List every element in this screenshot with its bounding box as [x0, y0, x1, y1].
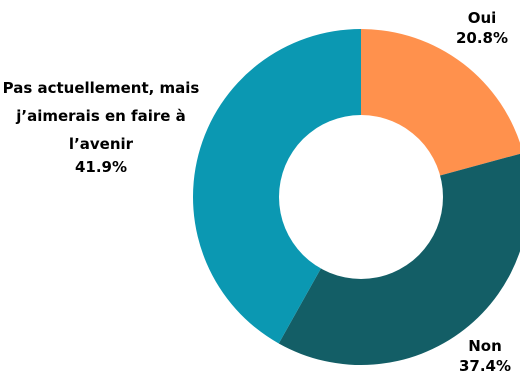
slice-label-oui-name: Oui	[467, 9, 497, 27]
donut-hole	[279, 115, 443, 279]
slice-label-non-name: Non	[468, 337, 502, 355]
slice-label-pas-actuellement-value: 41.9%	[74, 158, 128, 176]
slice-label-non-value: 37.4%	[458, 357, 512, 375]
slice-label-pas-actuellement-name: Pas actuellement, mais j’aimerais en fai…	[2, 79, 200, 153]
slice-label-non: Non 37.4%	[450, 336, 520, 376]
slice-label-oui-value: 20.8%	[455, 29, 509, 47]
slice-label-pas-actuellement: Pas actuellement, mais j’aimerais en fai…	[2, 74, 200, 176]
slice-label-oui: Oui 20.8%	[447, 8, 517, 48]
